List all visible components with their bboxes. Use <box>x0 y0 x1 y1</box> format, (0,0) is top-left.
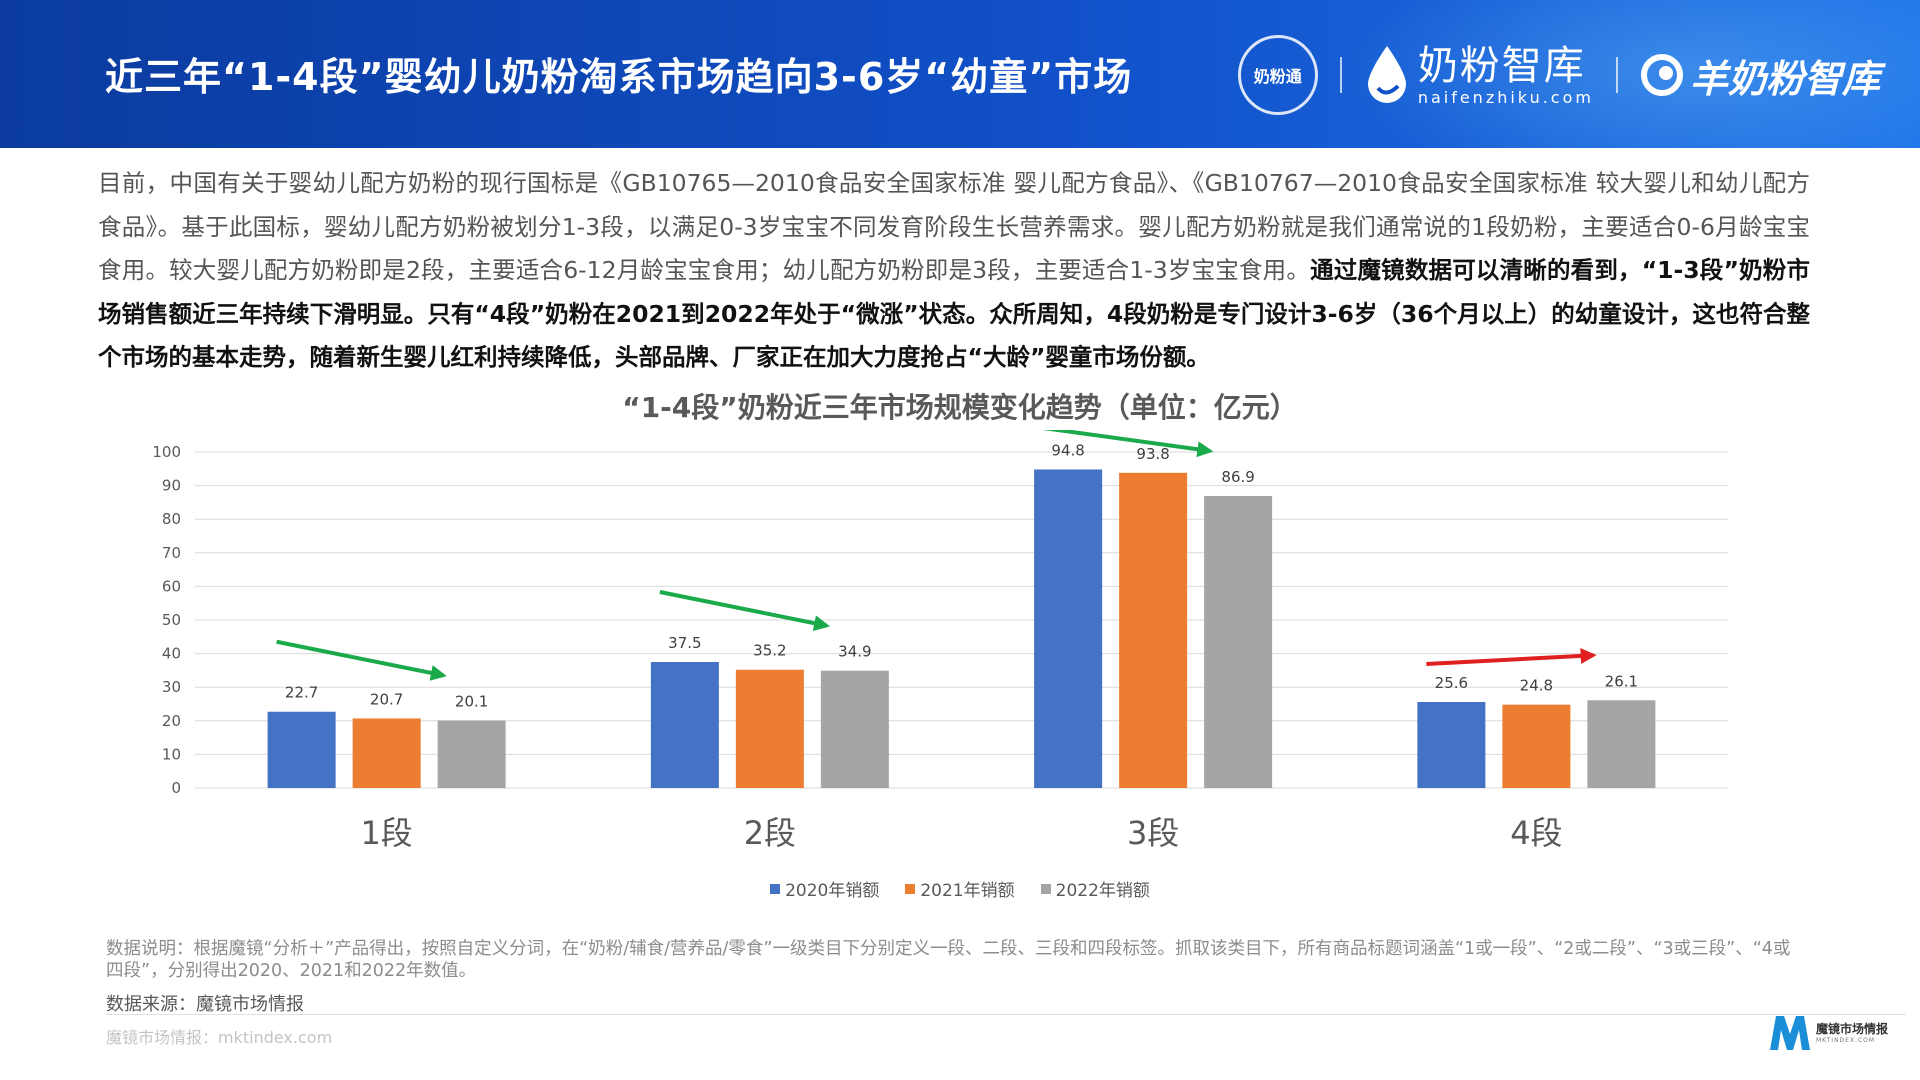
brand-name-en: naifenzhiku.com <box>1417 87 1594 107</box>
y-tick-label: 20 <box>162 712 181 730</box>
intro-paragraph: 目前，中国有关于婴幼儿配方奶粉的现行国标是《GB10765—2010食品安全国家… <box>98 162 1810 380</box>
footer-divider <box>106 1014 1906 1015</box>
data-label: 25.6 <box>1435 674 1468 692</box>
intro-text: 目前，中国有关于婴幼儿配方奶粉的现行国标是《GB10765—2010食品安全国家… <box>98 169 1810 284</box>
bar <box>1587 700 1656 788</box>
data-label: 20.7 <box>370 690 403 708</box>
legend-label: 2020年销额 <box>785 881 880 901</box>
page-title: 近三年“1-4段”婴幼儿奶粉淘系市场趋向3-6岁“幼童”市场 <box>105 55 1133 99</box>
bar <box>437 720 506 788</box>
legend-label: 2022年销额 <box>1055 881 1150 901</box>
data-label: 26.1 <box>1605 672 1638 690</box>
brand-name: 魔镜市场情报 <box>1815 1022 1888 1036</box>
header-banner: 近三年“1-4段”婴幼儿奶粉淘系市场趋向3-6岁“幼童”市场 奶粉通 奶粉智库 … <box>0 0 1920 148</box>
bar <box>267 711 336 788</box>
swirl-icon <box>1640 54 1683 96</box>
milk-drop-icon <box>1367 46 1406 103</box>
trend-arrow <box>659 590 831 632</box>
y-tick-label: 90 <box>162 477 181 495</box>
brand-en: MKTINDEX.COM <box>1815 1037 1876 1044</box>
data-label: 86.9 <box>1221 468 1254 486</box>
footer-url: 魔镜市场情报：mktindex.com <box>106 1028 333 1047</box>
legend-swatch <box>770 883 781 894</box>
bar <box>1034 469 1103 788</box>
y-tick-label: 60 <box>162 577 181 595</box>
y-tick-label: 10 <box>162 745 181 763</box>
data-label: 34.9 <box>838 643 871 661</box>
bar <box>1502 704 1571 788</box>
naifentong-logo: 奶粉通 <box>1237 35 1318 115</box>
brand-name-cn: 奶粉智库 <box>1417 42 1586 89</box>
bar <box>352 718 421 788</box>
bar <box>650 662 719 788</box>
chart-legend: 2020年销额 2021年销额 2022年销额 <box>0 876 1920 901</box>
y-tick-label: 70 <box>162 544 181 562</box>
legend-item: 2021年销额 <box>905 876 1015 901</box>
mktindex-logo: 魔镜市场情报 MKTINDEX.COM <box>1768 1012 1888 1052</box>
bar <box>1204 496 1273 788</box>
y-tick-label: 50 <box>162 611 181 629</box>
data-label: 37.5 <box>668 634 701 652</box>
bar <box>1417 701 1486 788</box>
data-source: 数据来源：魔镜市场情报 <box>106 994 304 1015</box>
bar <box>1119 472 1188 788</box>
sheep-brand-name: 羊奶粉智库 <box>1689 56 1880 101</box>
y-tick-label: 100 <box>152 443 181 461</box>
trend-arrow <box>1042 430 1214 458</box>
naifenzhiku-logo: 奶粉智库 naifenzhiku.com <box>1364 44 1594 107</box>
y-tick-label: 0 <box>171 779 181 797</box>
x-category-label: 2段 <box>744 814 796 852</box>
y-tick-label: 30 <box>162 678 181 696</box>
chart-title: “1-4段”奶粉近三年市场规模变化趋势（单位：亿元） <box>622 391 1298 424</box>
m-logo-icon <box>1769 1016 1810 1050</box>
x-category-label: 1段 <box>360 814 412 852</box>
data-label: 24.8 <box>1520 677 1553 695</box>
y-tick-label: 80 <box>162 510 181 528</box>
data-label: 93.8 <box>1136 445 1169 463</box>
logo-divider <box>1339 57 1342 93</box>
data-label: 35.2 <box>753 642 786 660</box>
logo-group: 奶粉通 奶粉智库 naifenzhiku.com 羊奶粉智库 <box>1237 30 1880 120</box>
y-tick-label: 40 <box>162 645 181 663</box>
data-label: 94.8 <box>1051 441 1084 459</box>
bar <box>735 669 804 788</box>
bar <box>820 670 889 788</box>
data-label: 22.7 <box>285 684 318 702</box>
trend-arrow <box>1426 647 1597 666</box>
data-description: 数据说明：根据魔镜“分析＋”产品得出，按照自定义分词，在“奶粉/辅食/营养品/零… <box>106 939 1791 981</box>
legend-item: 2022年销额 <box>1040 876 1150 901</box>
bar-chart: 0 10 20 30 40 50 60 70 80 90 100 22.7 20.7 20.1 1段 37.5… <box>152 430 1728 852</box>
trend-arrow <box>276 639 447 681</box>
yangnaifen-logo: 羊奶粉智库 <box>1640 48 1880 103</box>
x-category-label: 4段 <box>1510 814 1562 852</box>
legend-swatch <box>905 883 916 894</box>
legend-swatch <box>1040 883 1051 894</box>
logo-divider <box>1615 57 1618 93</box>
intro-highlight: 通过魔镜数据可以清晰的看到，“1-3段”奶粉市场销售额近三年持续下滑明显。只有“… <box>98 256 1810 371</box>
x-category-label: 3段 <box>1127 814 1179 852</box>
data-label: 20.1 <box>455 692 488 710</box>
legend-item: 2020年销额 <box>770 876 879 901</box>
legend-label: 2021年销额 <box>920 881 1015 901</box>
